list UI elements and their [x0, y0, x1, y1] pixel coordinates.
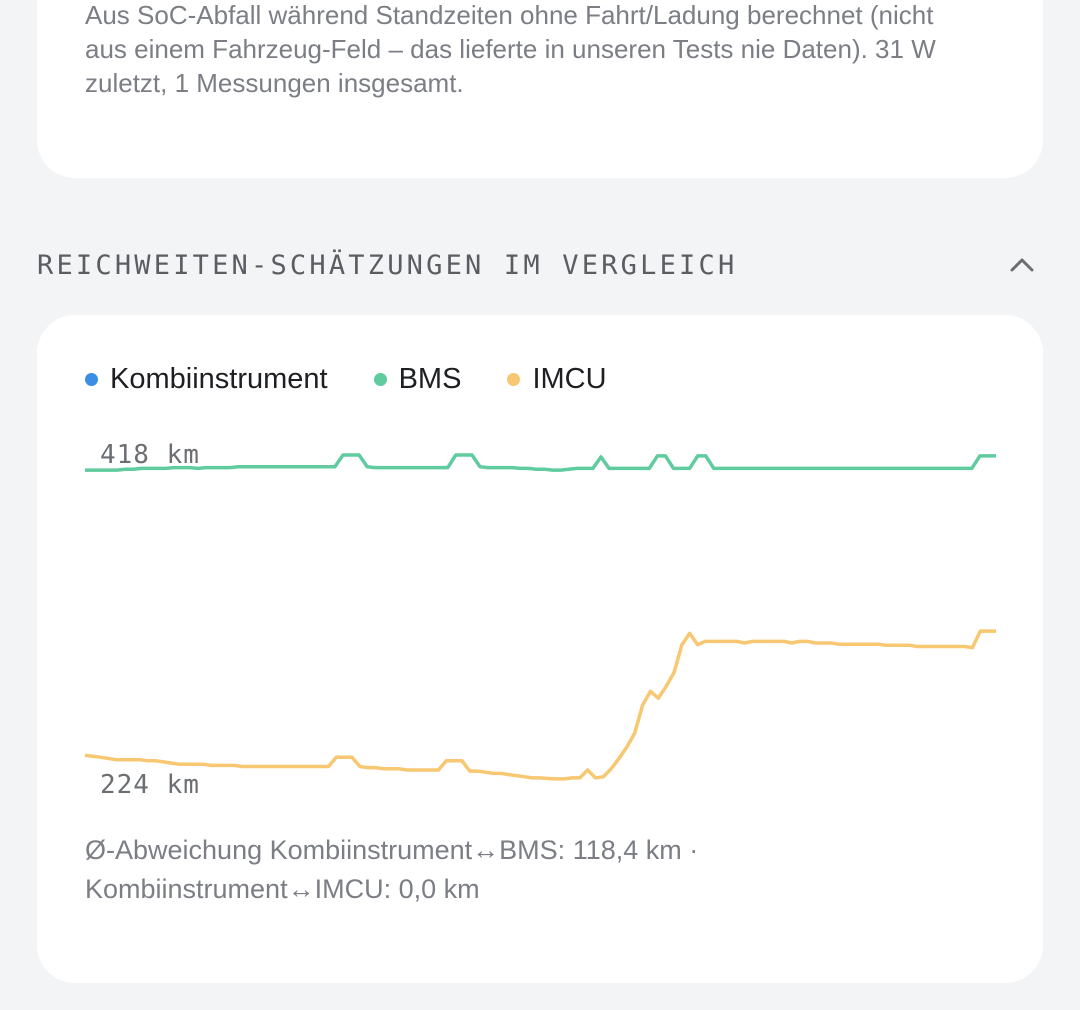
range-comparison-card: Kombiinstrument BMS IMCU 418 km 224 km Ø… — [37, 315, 1043, 983]
section-title: REICHWEITEN-SCHÄTZUNGEN IM VERGLEICH — [37, 250, 738, 281]
legend-item-bms[interactable]: BMS — [373, 363, 462, 396]
range-chart — [84, 453, 996, 781]
y-axis-min-label: 224 km — [100, 770, 200, 800]
legend-item-imcu[interactable]: IMCU — [507, 363, 607, 396]
legend-label-kombiinstrument: Kombiinstrument — [110, 363, 328, 395]
consumption-card: Aus SoC-Abfall während Standzeiten ohne … — [37, 0, 1043, 178]
deviation-line-imcu: Kombiinstrument↔IMCU: 0,0 km — [85, 874, 480, 904]
legend-item-kombiinstrument[interactable]: Kombiinstrument — [85, 363, 328, 396]
consumption-note: Aus SoC-Abfall während Standzeiten ohne … — [85, 0, 936, 98]
legend-label-imcu: IMCU — [532, 363, 607, 395]
deviation-line-bms: Ø-Abweichung Kombiinstrument↔BMS: 118,4 … — [85, 835, 699, 865]
legend-dot-bms — [373, 373, 387, 386]
legend-dot-imcu — [507, 373, 521, 386]
chart-legend: Kombiinstrument BMS IMCU — [85, 363, 653, 396]
range-comparison-section-header[interactable]: REICHWEITEN-SCHÄTZUNGEN IM VERGLEICH — [37, 240, 1043, 294]
series-line-imcu — [84, 629, 996, 781]
series-line-bms — [85, 453, 996, 472]
legend-dot-kombiinstrument — [85, 373, 98, 386]
chevron-up-icon[interactable] — [1007, 250, 1037, 280]
legend-label-bms: BMS — [398, 363, 462, 395]
y-axis-max-label: 418 km — [100, 440, 200, 470]
deviation-summary: Ø-Abweichung Kombiinstrument↔BMS: 118,4 … — [85, 831, 805, 909]
